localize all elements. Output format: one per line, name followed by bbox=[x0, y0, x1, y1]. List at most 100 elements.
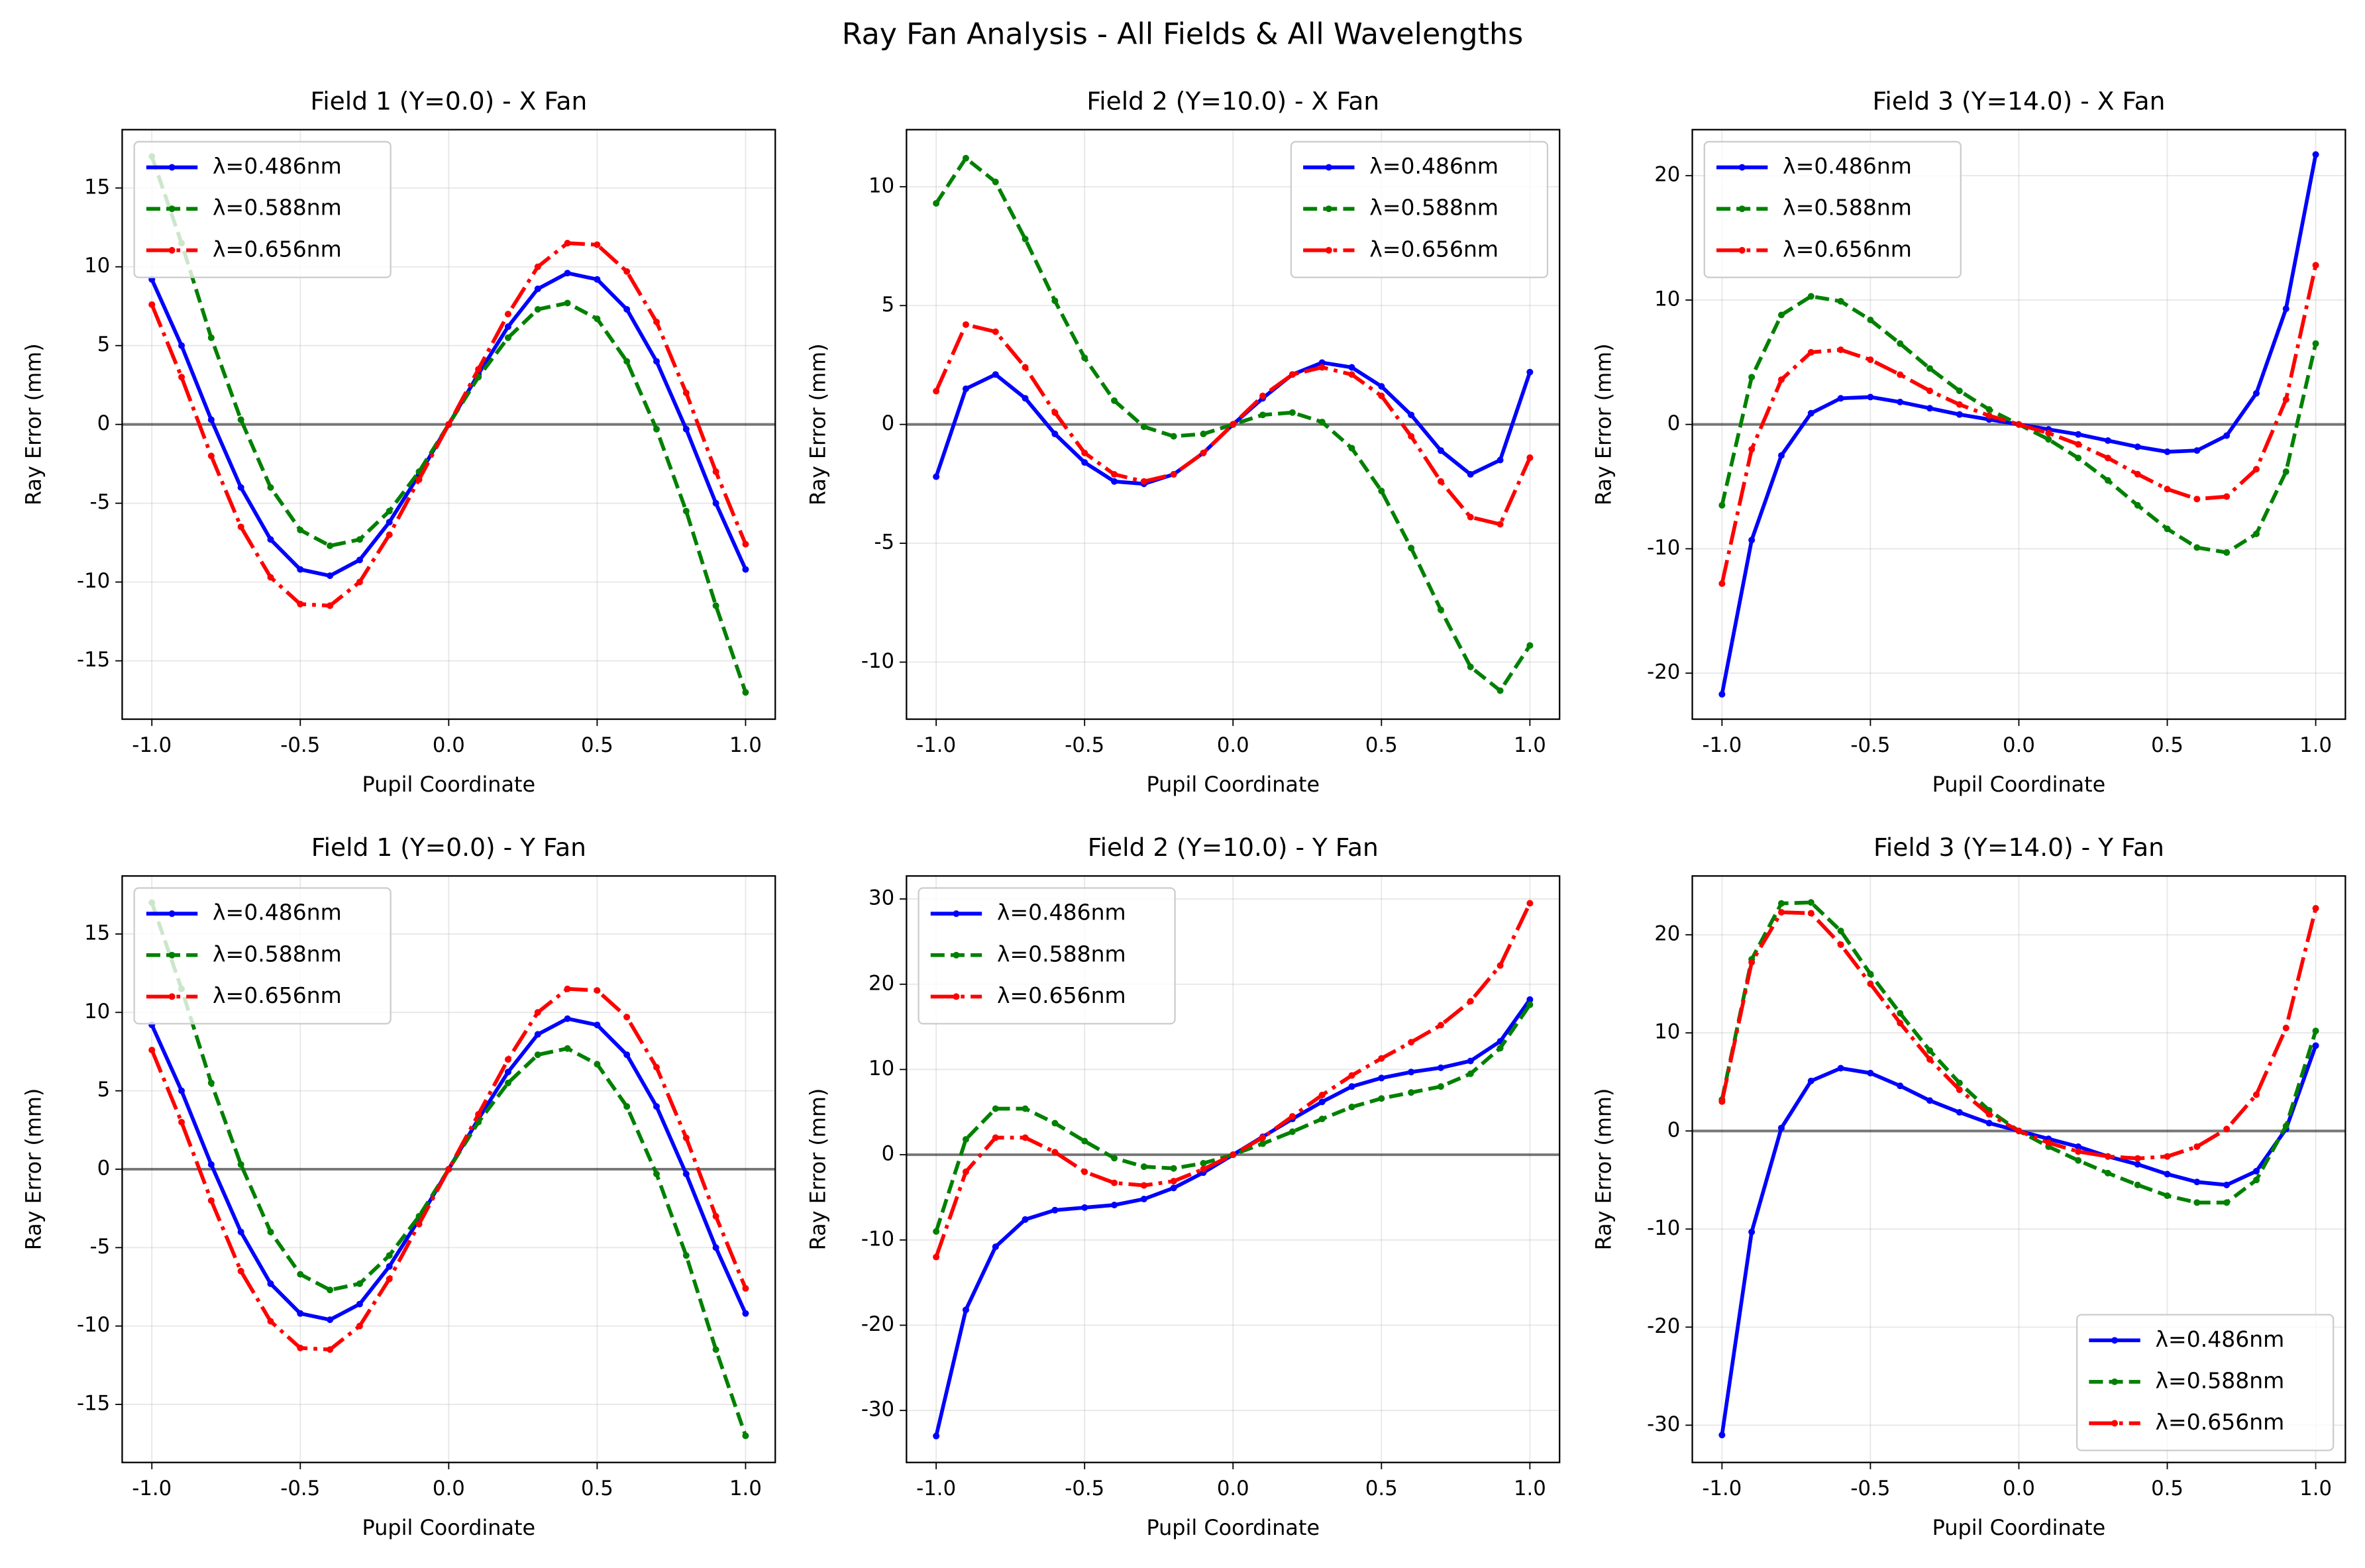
data-point bbox=[992, 178, 999, 185]
series-line bbox=[1720, 264, 2318, 584]
series-line bbox=[934, 322, 1532, 527]
data-point bbox=[178, 374, 185, 381]
data-point bbox=[1437, 447, 1444, 454]
y-tick-label: 0 bbox=[1667, 1118, 1681, 1142]
data-point bbox=[237, 1161, 244, 1168]
x-tick-label: -0.5 bbox=[1850, 733, 1890, 757]
data-point bbox=[682, 1134, 690, 1141]
data-point bbox=[1526, 996, 1534, 1003]
x-tick-label: -1.0 bbox=[916, 733, 956, 757]
legend-box bbox=[133, 887, 392, 1025]
data-point bbox=[1926, 365, 1934, 372]
data-point bbox=[1837, 941, 1844, 948]
data-point bbox=[2075, 1157, 2082, 1164]
legend: λ=0.486nm λ=0.588nm λ=0.656nm bbox=[1703, 140, 1962, 278]
data-point bbox=[1867, 316, 1874, 323]
legend-box bbox=[1290, 140, 1549, 278]
y-tick-label: -10 bbox=[861, 1227, 894, 1251]
data-point bbox=[207, 452, 215, 460]
data-point bbox=[534, 1031, 541, 1038]
data-point bbox=[2075, 1148, 2082, 1155]
data-point bbox=[2075, 431, 2082, 438]
data-point bbox=[1408, 1039, 1415, 1046]
y-tick-label: 20 bbox=[1654, 163, 1680, 187]
plot-frame bbox=[1691, 129, 2346, 720]
data-point bbox=[1807, 910, 1814, 917]
data-point bbox=[2193, 496, 2201, 503]
data-point bbox=[742, 689, 749, 696]
y-tick-label: 15 bbox=[84, 921, 110, 945]
y-tick-label: 10 bbox=[868, 1057, 894, 1080]
data-point bbox=[1807, 899, 1814, 906]
data-point bbox=[1348, 1072, 1355, 1079]
series-group bbox=[933, 900, 1534, 1439]
data-point bbox=[1807, 348, 1814, 356]
x-tick-label: 0.0 bbox=[1217, 733, 1249, 757]
data-point bbox=[2164, 448, 2171, 455]
data-point bbox=[1022, 1105, 1029, 1112]
data-point bbox=[962, 385, 969, 392]
data-point bbox=[623, 1051, 631, 1059]
data-point bbox=[2104, 437, 2111, 444]
data-point bbox=[1926, 1047, 1934, 1054]
x-tick-label: -0.5 bbox=[1850, 1477, 1890, 1500]
data-point bbox=[237, 1267, 244, 1275]
y-tick-label: 20 bbox=[1654, 922, 1680, 946]
data-point bbox=[1081, 1168, 1088, 1175]
subplot: -1.0 -0.5 0.0 0.5 1.0 -30 -20 -10 0 10 20 Field 3 (… bbox=[1591, 833, 2346, 1540]
data-point bbox=[1378, 488, 1385, 495]
data-point bbox=[327, 602, 334, 609]
data-point bbox=[653, 319, 660, 326]
data-point bbox=[178, 1118, 185, 1125]
data-point bbox=[1051, 1206, 1059, 1214]
data-point bbox=[1526, 642, 1534, 649]
legend-marker bbox=[1738, 246, 1746, 254]
y-tick-label: -10 bbox=[1647, 536, 1680, 560]
data-point bbox=[1956, 1109, 1963, 1116]
legend-label: λ=0.486nm bbox=[2156, 1326, 2285, 1352]
data-point bbox=[992, 1105, 999, 1112]
data-point bbox=[2252, 390, 2260, 397]
data-point bbox=[2164, 1192, 2171, 1199]
data-point bbox=[1408, 1069, 1415, 1076]
data-point bbox=[1140, 478, 1147, 485]
data-point bbox=[594, 315, 601, 323]
y-tick-label: -20 bbox=[1647, 660, 1680, 684]
legend-box bbox=[133, 140, 392, 278]
data-point bbox=[2164, 1153, 2171, 1160]
data-point bbox=[1259, 411, 1267, 419]
data-point bbox=[1348, 371, 1355, 378]
data-point bbox=[1867, 970, 1874, 978]
x-tick-label: -0.5 bbox=[1065, 733, 1104, 757]
data-point bbox=[1985, 406, 1993, 413]
data-point bbox=[1230, 421, 1237, 428]
data-point bbox=[1497, 1045, 1504, 1052]
data-point bbox=[1259, 392, 1267, 399]
data-point bbox=[2045, 1139, 2052, 1147]
legend: λ=0.486nm λ=0.588nm λ=0.656nm bbox=[1290, 140, 1549, 278]
data-point bbox=[1985, 1111, 1993, 1118]
series-group bbox=[148, 153, 749, 696]
data-point bbox=[2193, 1178, 2201, 1186]
plot-frame bbox=[906, 875, 1561, 1463]
data-point bbox=[1348, 444, 1355, 452]
data-point bbox=[475, 366, 482, 373]
legend-label: λ=0.486nm bbox=[213, 153, 342, 179]
data-point bbox=[1467, 1057, 1474, 1065]
data-point bbox=[1318, 1098, 1326, 1106]
data-point bbox=[1170, 471, 1177, 478]
legend: λ=0.486nm λ=0.588nm λ=0.656nm bbox=[2076, 1314, 2335, 1451]
data-point bbox=[653, 1103, 660, 1110]
data-point bbox=[386, 519, 393, 526]
data-point bbox=[1837, 395, 1844, 402]
data-point bbox=[1051, 1120, 1059, 1127]
data-point bbox=[1437, 478, 1444, 485]
data-point bbox=[1748, 959, 1756, 966]
data-point bbox=[1748, 374, 1756, 381]
data-point bbox=[2075, 454, 2082, 462]
data-point bbox=[594, 1021, 601, 1029]
data-point bbox=[1467, 998, 1474, 1005]
legend-label: λ=0.486nm bbox=[1369, 153, 1498, 179]
data-point bbox=[2134, 470, 2141, 478]
